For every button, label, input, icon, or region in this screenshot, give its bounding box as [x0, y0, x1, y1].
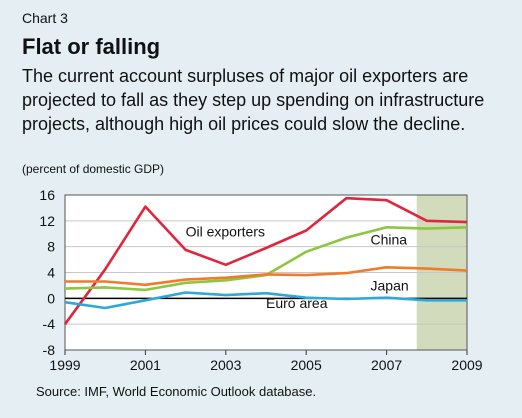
series-label-euro-area: Euro area — [266, 295, 328, 311]
x-tick-label: 2001 — [130, 357, 161, 373]
series-label-japan: Japan — [371, 278, 409, 294]
chart-subtitle: The current account surpluses of major o… — [22, 66, 485, 134]
x-tick-label: 2005 — [291, 357, 322, 373]
x-tick-label: 2003 — [210, 357, 241, 373]
series-line-euro-area — [64, 291, 467, 310]
y-tick-label: 12 — [39, 213, 55, 229]
plot-frame — [64, 194, 468, 351]
x-tick-label: 1999 — [49, 357, 80, 373]
y-tick-label: 4 — [47, 265, 55, 281]
y-tick-label: 8 — [47, 239, 55, 255]
series-line-japan — [65, 265, 468, 287]
series-label-china: China — [371, 232, 408, 248]
y-tick-label: 16 — [39, 187, 55, 203]
source-note: Source: IMF, World Economic Outlook data… — [36, 384, 317, 399]
x-tick-label: 2009 — [451, 357, 482, 373]
y-tick-label: -8 — [43, 342, 56, 358]
plot-area: -8 -4 0 4 8 12 16 1999 2001 2003 2005 2007 2009 Oil e… — [39, 187, 482, 373]
chart-title: Flat or falling — [22, 34, 161, 59]
unit-note: (percent of domestic GDP) — [22, 162, 165, 176]
y-tick-label: -4 — [43, 316, 56, 332]
x-tick-label: 2007 — [371, 357, 402, 373]
chart-number: Chart 3 — [22, 10, 68, 26]
series-line-oil-exporters — [63, 196, 468, 325]
y-tick-label: 0 — [47, 290, 55, 306]
series-label-oil-exporters: Oil exporters — [186, 223, 265, 239]
